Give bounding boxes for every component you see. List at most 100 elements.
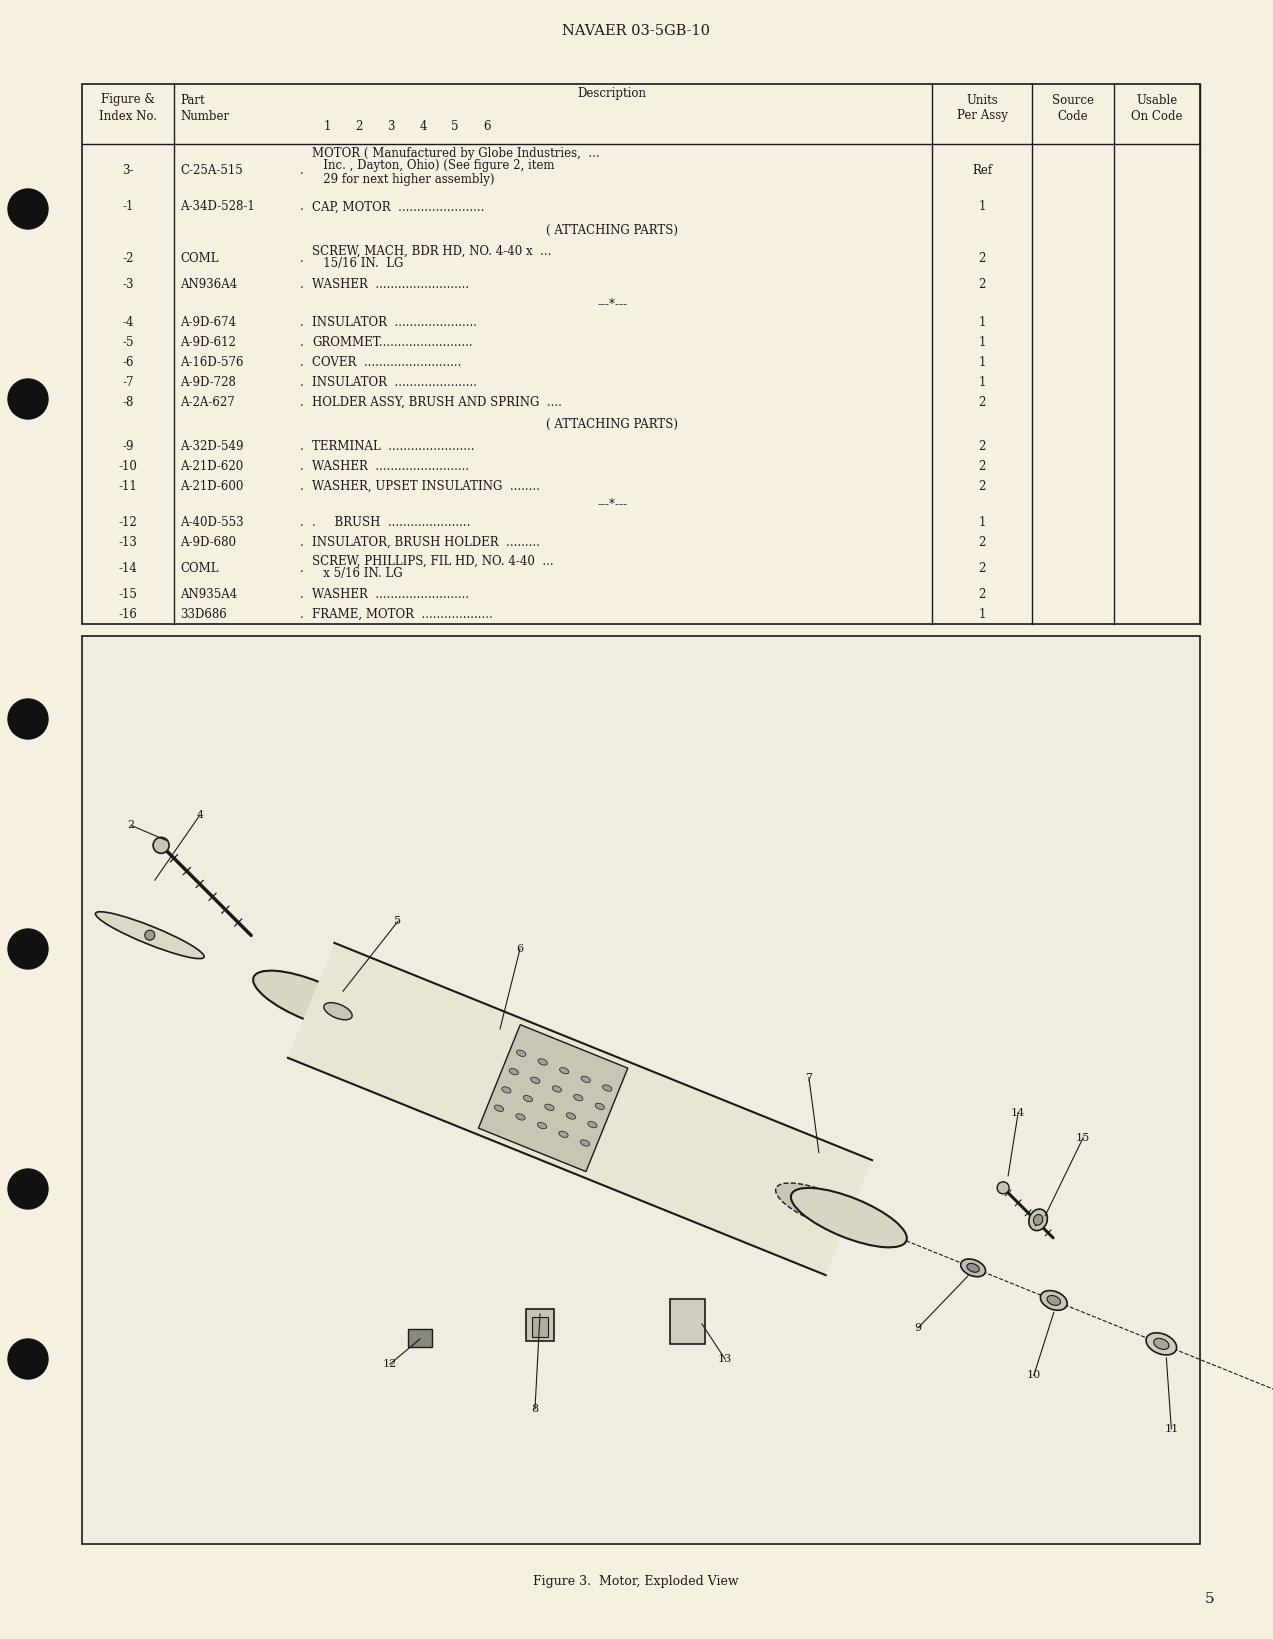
Circle shape <box>8 1339 48 1378</box>
Text: .: . <box>300 562 304 575</box>
Ellipse shape <box>580 1139 589 1146</box>
Ellipse shape <box>967 1264 979 1272</box>
Text: 1: 1 <box>323 120 331 133</box>
Text: Figure 3.  Motor, Exploded View: Figure 3. Motor, Exploded View <box>533 1575 738 1588</box>
Text: 2: 2 <box>127 821 135 831</box>
Text: .: . <box>300 375 304 388</box>
Text: AN935A4: AN935A4 <box>179 587 237 600</box>
Text: -9: -9 <box>122 439 134 452</box>
Ellipse shape <box>95 911 204 959</box>
Text: .: . <box>300 587 304 600</box>
Text: INSULATOR, BRUSH HOLDER  .........: INSULATOR, BRUSH HOLDER ......... <box>312 536 540 549</box>
Text: 2: 2 <box>979 536 985 549</box>
Text: .: . <box>300 439 304 452</box>
Ellipse shape <box>1029 1210 1048 1231</box>
Text: Number: Number <box>179 110 229 123</box>
Text: 2: 2 <box>979 562 985 575</box>
Bar <box>409 1329 432 1347</box>
Text: COVER  ..........................: COVER .......................... <box>312 356 461 369</box>
Text: SCREW, PHILLIPS, FIL HD, NO. 4-40  ...: SCREW, PHILLIPS, FIL HD, NO. 4-40 ... <box>312 554 554 567</box>
Text: 2: 2 <box>979 587 985 600</box>
Text: TERMINAL  .......................: TERMINAL ....................... <box>312 439 475 452</box>
Text: 6: 6 <box>517 944 523 954</box>
Text: 2: 2 <box>979 395 985 408</box>
Text: 7: 7 <box>806 1072 812 1083</box>
Circle shape <box>8 929 48 969</box>
Polygon shape <box>479 1024 628 1172</box>
Text: -8: -8 <box>122 395 134 408</box>
Text: -4: -4 <box>122 315 134 328</box>
Ellipse shape <box>531 1077 540 1083</box>
Text: -7: -7 <box>122 375 134 388</box>
Text: 15/16 IN.  LG: 15/16 IN. LG <box>312 257 404 270</box>
Circle shape <box>153 838 169 854</box>
Ellipse shape <box>775 1183 868 1231</box>
Ellipse shape <box>1146 1333 1176 1355</box>
Text: x 5/16 IN. LG: x 5/16 IN. LG <box>312 567 402 580</box>
Text: SCREW, MACH, BDR HD, NO. 4-40 x  ...: SCREW, MACH, BDR HD, NO. 4-40 x ... <box>312 244 551 257</box>
Ellipse shape <box>574 1095 583 1101</box>
Text: 2: 2 <box>355 120 363 133</box>
Text: 4: 4 <box>196 810 204 820</box>
Text: 3: 3 <box>387 120 395 133</box>
Text: -15: -15 <box>118 587 137 600</box>
Ellipse shape <box>1048 1295 1060 1305</box>
Bar <box>532 1318 547 1337</box>
Text: CAP, MOTOR  .......................: CAP, MOTOR ....................... <box>312 200 484 213</box>
Text: WASHER  .........................: WASHER ......................... <box>312 587 470 600</box>
Text: 9: 9 <box>914 1323 922 1333</box>
Text: ( ATTACHING PARTS): ( ATTACHING PARTS) <box>546 418 679 431</box>
Text: .: . <box>300 395 304 408</box>
Text: 11: 11 <box>1165 1424 1179 1434</box>
Text: 1: 1 <box>979 375 985 388</box>
Text: On Code: On Code <box>1132 110 1183 123</box>
Text: -1: -1 <box>122 200 134 213</box>
Text: A-9D-674: A-9D-674 <box>179 315 236 328</box>
Text: Inc. , Dayton, Ohio) (See figure 2, item: Inc. , Dayton, Ohio) (See figure 2, item <box>312 159 555 172</box>
Ellipse shape <box>516 1115 526 1119</box>
Text: 2: 2 <box>979 480 985 492</box>
Text: A-9D-680: A-9D-680 <box>179 536 236 549</box>
Text: Figure &: Figure & <box>101 93 155 107</box>
Ellipse shape <box>580 1077 591 1082</box>
Text: 33D686: 33D686 <box>179 608 227 621</box>
Ellipse shape <box>523 1095 532 1101</box>
Ellipse shape <box>1034 1214 1043 1226</box>
Text: INSULATOR  ......................: INSULATOR ...................... <box>312 375 477 388</box>
Text: Index No.: Index No. <box>99 110 157 123</box>
Ellipse shape <box>502 1087 510 1093</box>
Text: 5: 5 <box>1206 1591 1214 1606</box>
Text: Source: Source <box>1051 93 1094 107</box>
Text: 2: 2 <box>979 459 985 472</box>
Ellipse shape <box>588 1121 597 1128</box>
Text: ---*---: ---*--- <box>597 498 628 510</box>
Text: A-34D-528-1: A-34D-528-1 <box>179 200 255 213</box>
Circle shape <box>8 188 48 229</box>
Ellipse shape <box>1153 1339 1169 1349</box>
Text: 2: 2 <box>979 279 985 292</box>
Text: FRAME, MOTOR  ...................: FRAME, MOTOR ................... <box>312 608 493 621</box>
Text: Usable: Usable <box>1137 93 1178 107</box>
Text: .: . <box>300 336 304 349</box>
Text: WASHER, UPSET INSULATING  ........: WASHER, UPSET INSULATING ........ <box>312 480 540 492</box>
Text: A-16D-576: A-16D-576 <box>179 356 243 369</box>
Ellipse shape <box>552 1085 561 1092</box>
Ellipse shape <box>560 1067 569 1074</box>
Text: 8: 8 <box>531 1405 538 1414</box>
Text: .: . <box>300 200 304 213</box>
Text: 1: 1 <box>979 356 985 369</box>
Text: 14: 14 <box>1011 1108 1025 1118</box>
Text: -3: -3 <box>122 279 134 292</box>
Ellipse shape <box>517 1051 526 1057</box>
Circle shape <box>997 1182 1009 1193</box>
Circle shape <box>8 1169 48 1210</box>
Text: ---*---: ---*--- <box>597 298 628 310</box>
Text: .: . <box>300 536 304 549</box>
Text: 5: 5 <box>451 120 458 133</box>
Text: 12: 12 <box>383 1359 397 1369</box>
Polygon shape <box>670 1300 705 1344</box>
Ellipse shape <box>596 1103 605 1110</box>
Ellipse shape <box>323 1003 353 1019</box>
Text: A-40D-553: A-40D-553 <box>179 516 243 528</box>
Text: -11: -11 <box>118 480 137 492</box>
